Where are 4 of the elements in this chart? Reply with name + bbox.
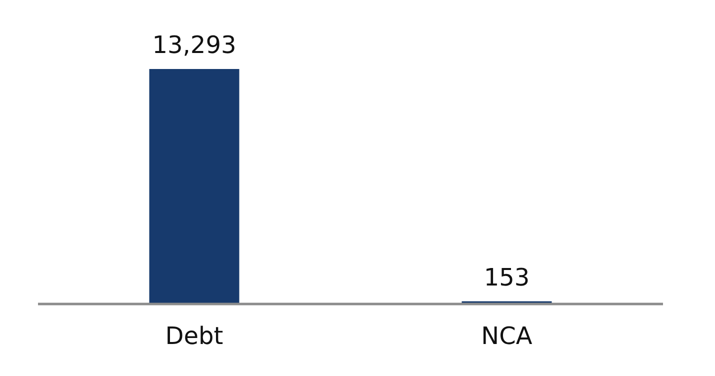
x-tick-label: NCA: [481, 322, 533, 350]
x-tick-label: Debt: [165, 322, 224, 350]
data-label: 13,293: [152, 31, 236, 59]
data-label: 153: [484, 263, 530, 292]
